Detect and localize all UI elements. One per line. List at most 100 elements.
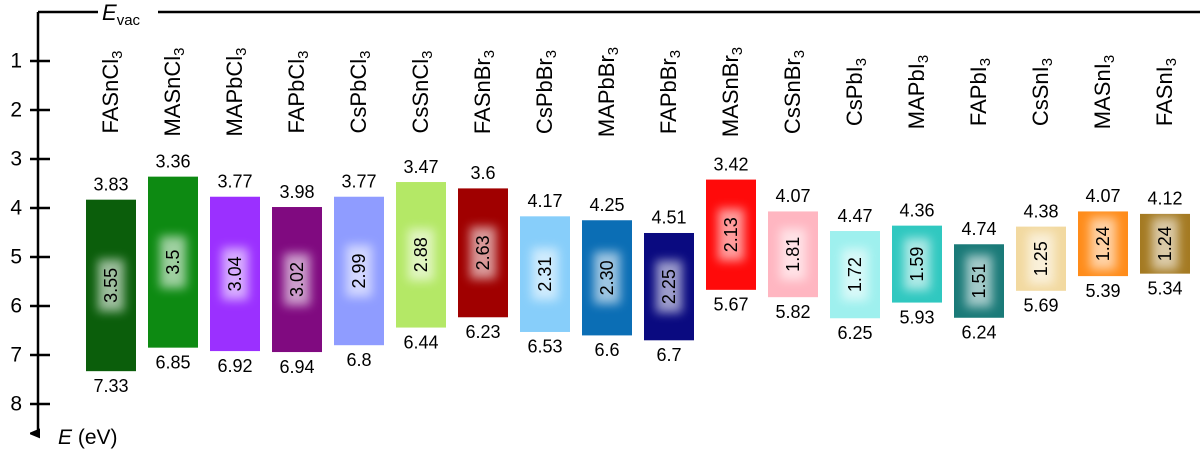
bar-glow [904,238,930,291]
material-label: FASnCl3 [98,51,126,134]
y-tick-label: 6 [10,295,22,318]
top-label: 4.51 [651,208,686,228]
material-label: FAPbBr3 [656,50,684,134]
bar-glow [594,251,620,304]
bar-glow [470,226,496,279]
material-label: MAPbI3 [904,55,932,129]
top-label: 4.25 [589,195,624,215]
gap-label: 2.31 [535,257,555,292]
gap-label: 1.81 [783,237,803,272]
bottom-label: 6.23 [465,322,500,342]
top-label: 4.07 [1085,186,1120,206]
gap-label: 2.13 [721,217,741,252]
material-label: MAPbCl3 [222,47,250,136]
top-label: 3.36 [155,151,190,171]
gap-label: 2.88 [411,237,431,272]
gap-label: 3.55 [101,268,121,303]
y-tick-label: 7 [10,344,22,367]
top-label: 4.12 [1147,189,1182,209]
top-label: 3.42 [713,154,748,174]
top-label: 3.77 [217,171,252,191]
material-label: CsSnI3 [1028,58,1056,126]
top-label: 3.77 [341,171,376,191]
gap-label: 2.63 [473,235,493,270]
gap-label: 1.51 [969,263,989,298]
material-label: CsSnBr3 [780,50,808,134]
top-label: 4.38 [1023,201,1058,221]
bottom-label: 6.92 [217,356,252,376]
gap-label: 1.59 [907,247,927,282]
top-label: 4.74 [961,219,996,239]
bar-glow [532,248,558,301]
material-label: MASnBr3 [718,47,746,137]
material-label: FASnBr3 [470,50,498,134]
bottom-label: 6.6 [594,340,619,360]
gap-label: 1.24 [1093,226,1113,261]
bottom-label: 6.24 [961,323,996,343]
bar-glow [656,260,682,313]
bottom-label: 6.25 [837,323,872,343]
bottom-label: 5.93 [899,307,934,327]
y-tick-label: 4 [10,197,22,220]
bar-glow [780,228,806,281]
bottom-label: 5.34 [1147,278,1182,298]
y-tick-label: 2 [10,99,22,122]
material-label: FAPbCl3 [284,51,312,134]
material-label: CsPbCl3 [346,51,374,134]
top-label: 3.83 [93,174,128,194]
bar-glow [346,244,372,297]
bottom-label: 5.69 [1023,296,1058,316]
gap-label: 3.02 [287,262,307,297]
bar-glow [284,253,310,306]
bar-glow [1028,232,1054,285]
bar-glow [718,208,744,261]
gap-label: 2.30 [597,260,617,295]
material-label: MASnCl3 [160,47,188,136]
material-label: MASnI3 [1090,55,1118,129]
material-label: CsSnCl3 [408,51,436,134]
bottom-label: 6.8 [346,350,371,370]
material-label: CsPbI3 [842,58,870,126]
bottom-label: 6.53 [527,337,562,357]
top-label: 3.47 [403,157,438,177]
y-tick-label: 1 [10,50,22,73]
top-label: 3.98 [279,182,314,202]
bar-glow [1152,217,1178,270]
gap-label: 3.04 [225,256,245,291]
gap-label: 1.25 [1031,241,1051,276]
bottom-label: 7.33 [93,376,128,396]
bar-glow [408,228,434,281]
bottom-label: 6.44 [403,332,438,352]
top-label: 3.6 [470,163,495,183]
top-label: 4.47 [837,206,872,226]
bottom-label: 5.39 [1085,281,1120,301]
material-label: MAPbBr3 [594,47,622,137]
top-label: 4.17 [527,191,562,211]
vacuum-label: Evac [102,0,141,29]
bar-glow [966,255,992,308]
top-label: 4.36 [899,200,934,220]
bar-glow [1090,217,1116,270]
y-tick-label: 3 [10,148,22,171]
bar-glow [98,259,124,312]
gap-label: 2.25 [659,269,679,304]
bottom-label: 6.94 [279,357,314,377]
material-label: CsPbBr3 [532,50,560,134]
y-tick-label: 8 [10,393,22,416]
material-label: FASnI3 [1152,58,1180,126]
bar-glow [222,247,248,300]
y-axis-label: E (eV) [58,426,118,449]
gap-label: 1.24 [1155,226,1175,261]
material-label: FAPbI3 [966,58,994,126]
gap-label: 1.72 [845,257,865,292]
bottom-label: 5.67 [713,295,748,315]
bottom-label: 6.7 [656,345,681,365]
bottom-label: 6.85 [155,352,190,372]
plot: 1 2 3 4 5 6 7 8 Evac E (eV) FASnCl3 3.83 7.33 3.55 MAS… [10,0,1200,449]
gap-label: 2.99 [349,253,369,288]
top-label: 4.07 [775,186,810,206]
bar-glow [842,248,868,301]
bottom-label: 5.82 [775,302,810,322]
